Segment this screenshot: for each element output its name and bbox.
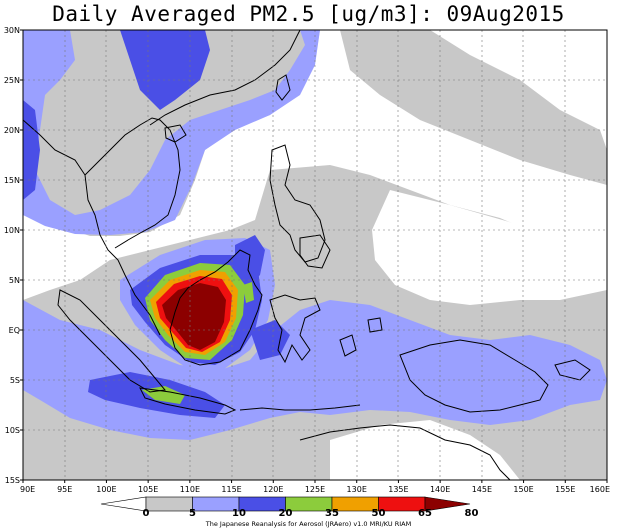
contour-white-australia [330,420,520,480]
map-title: Daily Averaged PM2.5 [ug/m3]: 09Aug2015 [52,2,565,26]
lat-tick-label: 15S [5,476,20,485]
colorbar-label: 5 [189,508,196,519]
coastline-indochina [23,117,181,336]
coastline-bismarck [554,359,591,381]
lon-tick-label: 120E [263,485,283,494]
contour-green-java [142,386,185,404]
contour-darkred-kalimantan [162,283,226,350]
colorbar-label: 50 [372,508,386,519]
colorbar-arrow-high [424,496,471,512]
lon-tick-label: 115E [221,485,241,494]
colorbar-label: 65 [418,508,432,519]
coastline-sulawesi [269,294,321,364]
lat-tick-label: 5N [9,276,20,285]
lat-tick-label: EQ [9,326,20,335]
lon-tick-label: 110E [180,485,200,494]
lat-tick-label: 5S [10,376,20,385]
coastline-mindanao [299,234,331,269]
lon-tick-label: 130E [347,485,367,494]
contour-grey-northeast [340,30,607,185]
graticule [23,30,607,480]
colorbar-arrow-low [100,496,147,512]
lat-tick-label: 10S [5,426,20,435]
lat-tick-label: 10N [4,226,20,235]
lat-tick-label: 30N [4,26,20,35]
coastline-nusatenggara [239,404,361,411]
contour-lightblue-north [23,30,320,235]
contour-blue-west [23,100,40,200]
coastline-sumatra [57,289,166,393]
lon-tick-label: 95E [57,485,72,494]
longitude-labels: 90E 95E 100E 105E 110E 115E 120E 125E 130E 135E 14… [20,480,610,494]
colorbar-label: 0 [143,508,150,519]
lon-tick-label: 105E [138,485,158,494]
lon-tick-label: 155E [555,485,575,494]
contour-white-west [23,230,100,275]
lon-tick-label: 90E [20,485,35,494]
coastline-hainan [164,124,187,143]
lat-tick-label: 20N [4,126,20,135]
lon-tick-label: 145E [472,485,492,494]
contour-blue-north [120,30,210,110]
lon-tick-label: 100E [96,485,116,494]
contour-blue-borneo-east [235,235,265,290]
coastline-philippines [269,144,326,263]
credit-line: The Japanese Reanalysis for Aerosol (JRA… [205,520,412,528]
coastline-newguinea [399,339,549,413]
colorbar-label: 10 [232,508,246,519]
coastline-maluku [339,317,383,357]
lon-tick-label: 135E [388,485,408,494]
coastline-china [149,30,301,126]
contour-white-ocean [372,190,607,305]
lon-tick-label: 150E [513,485,533,494]
colorbar-label: 20 [279,508,293,519]
colorbar-segment [145,496,193,512]
colorbar-label: 35 [325,508,339,519]
lon-tick-label: 125E [305,485,325,494]
lon-tick-label: 160E [590,485,610,494]
coastline-java [139,387,237,415]
contour-lightblue-png [420,355,560,410]
colorbar-label: 80 [465,508,479,519]
colorbar: 0 5 10 20 35 50 65 80 [100,496,479,519]
lat-tick-label: 15N [4,176,20,185]
lat-tick-label: 25N [4,76,20,85]
latitude-labels: 30N 25N 20N 15N 10N 5N EQ 5S 10S 15S [4,26,23,485]
contour-green-sulawesi [243,282,254,303]
lon-tick-label: 140E [430,485,450,494]
coastline-taiwan [275,74,291,101]
